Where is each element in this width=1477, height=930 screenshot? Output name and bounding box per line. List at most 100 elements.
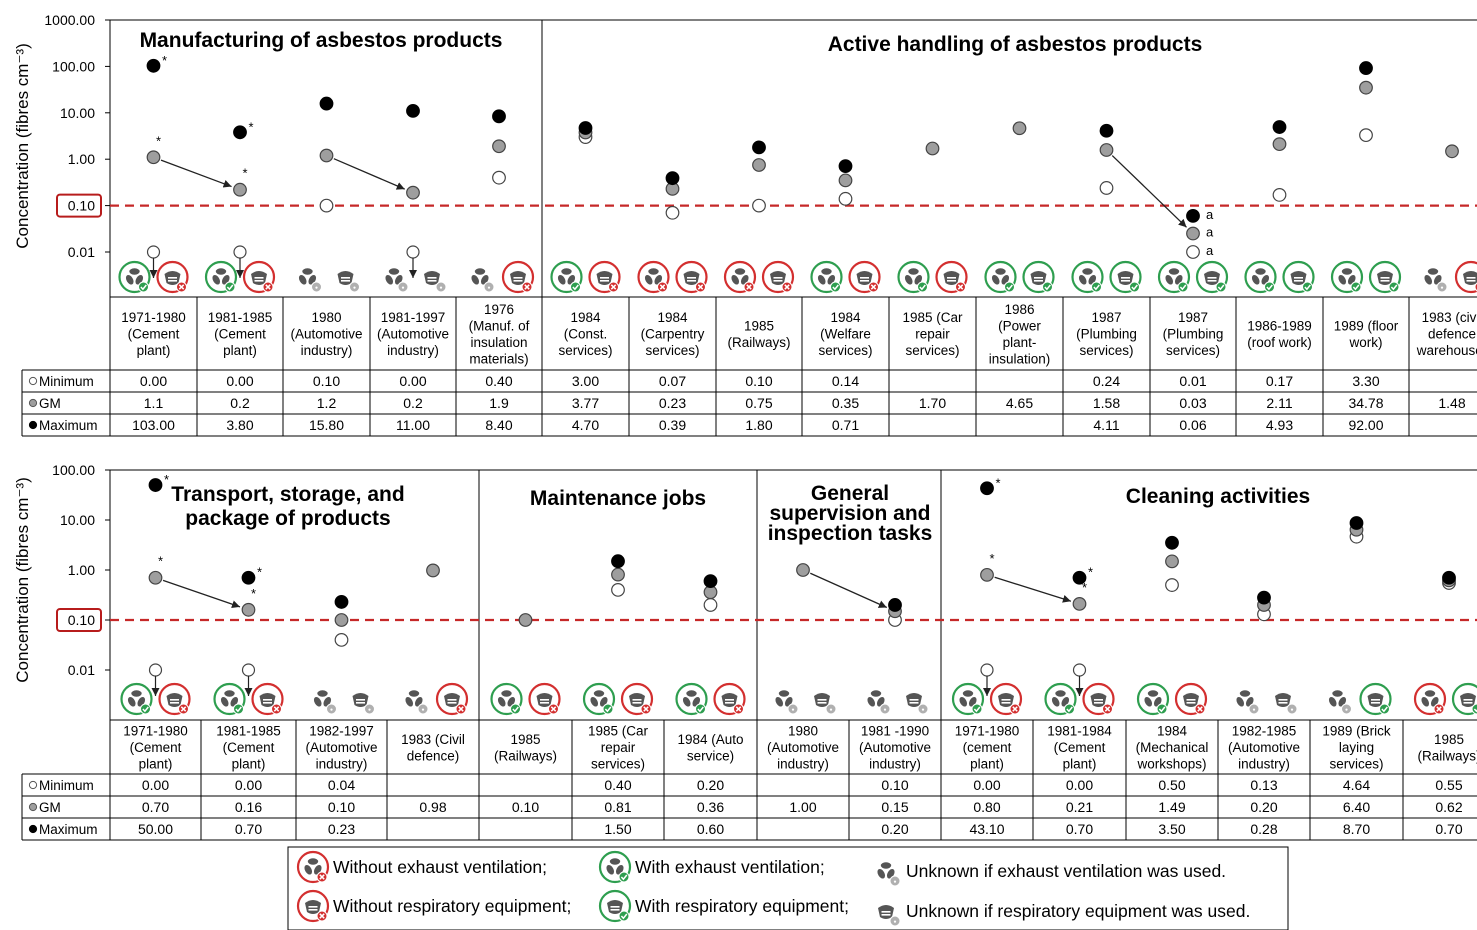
mask-icon (528, 682, 561, 716)
table-cell-min: 0.00 (140, 373, 167, 389)
y-axis-label: Concentration (fibres cm⁻³) (13, 477, 32, 682)
table-cell-max: 15.80 (309, 417, 344, 433)
category-label: services) (905, 343, 959, 358)
y-tick-label: 10.00 (60, 512, 95, 528)
gm-point (241, 602, 256, 617)
table-cell-gm: 0.2 (403, 395, 423, 411)
category-label: 1983 (civil (1422, 310, 1477, 325)
fan-icon (313, 690, 337, 715)
y-tick-label: 0.01 (68, 244, 95, 260)
table-cell-max: 0.06 (1179, 417, 1206, 433)
table-cell-max: 43.10 (969, 821, 1004, 837)
table-cell-min: 4.64 (1343, 777, 1370, 793)
y-tick-label: 100.00 (52, 58, 95, 74)
significance-letter: a (1206, 225, 1214, 240)
trend-arrow (994, 576, 1072, 603)
max-point (1272, 120, 1287, 134)
mask-icon (1359, 682, 1392, 716)
gm-point (1186, 226, 1200, 241)
legend-fan-icon (877, 862, 901, 887)
category-label: 1980 (788, 724, 818, 739)
table-cell-gm: 1.1 (144, 395, 164, 411)
table-cell-gm: 0.81 (604, 799, 631, 815)
category-label: (Plumbing (1076, 327, 1137, 342)
mask-icon (156, 260, 189, 294)
table-cell-gm: 0.15 (881, 799, 908, 815)
fan-icon (1044, 682, 1077, 716)
significance-star: * (164, 472, 169, 487)
table-cell-min: 0.40 (604, 777, 631, 793)
fan-icon (490, 682, 523, 716)
fan-icon (1330, 260, 1364, 294)
fan-icon (1328, 690, 1352, 715)
category-label: 1984 (Auto (677, 732, 743, 747)
trend-arrow (162, 579, 241, 609)
significance-letter: a (1206, 207, 1214, 222)
category-label: (Automotive (290, 327, 362, 342)
gm-point (611, 567, 625, 582)
category-label: 1984 (570, 310, 601, 325)
category-label: (Cement (128, 327, 180, 342)
category-label: 1984 (1157, 724, 1188, 739)
category-label: plant) (137, 343, 171, 358)
category-label: 1981-1985 (216, 724, 281, 739)
table-cell-max: 0.70 (235, 821, 262, 837)
max-point (578, 121, 593, 135)
category-label: warehouse) (1416, 343, 1477, 358)
category-label: 1982-1985 (1232, 724, 1297, 739)
table-cell-gm: 1.00 (789, 799, 816, 815)
fan-icon (723, 260, 757, 294)
category-label: work) (1349, 335, 1383, 350)
significance-star: * (989, 551, 994, 566)
category-label: (Mechanical (1136, 740, 1209, 755)
table-cell-min: 0.00 (1066, 777, 1093, 793)
table-cell-gm: 1.2 (317, 395, 337, 411)
y-tick-label: 1.00 (68, 151, 95, 167)
gm-point (752, 158, 766, 172)
fan-icon (1157, 260, 1191, 294)
table-cell-max: 103.00 (132, 417, 175, 433)
category-label: 1986-1989 (1247, 318, 1312, 333)
category-label: 1971-1980 (955, 724, 1020, 739)
category-label: 1971-1980 (123, 724, 188, 739)
category-label: (Welfare (820, 327, 871, 342)
row-label-gm: GM (39, 800, 61, 815)
category-label: services) (558, 343, 612, 358)
fan-icon (1136, 682, 1170, 716)
group-title: Maintenance jobs (530, 487, 706, 510)
category-label: (Cement (130, 740, 182, 755)
gm-point (518, 613, 533, 627)
gm-point (319, 148, 334, 163)
category-label: services) (818, 343, 872, 358)
max-point (492, 109, 506, 124)
category-label: (Cement (1054, 740, 1106, 755)
min-point (838, 191, 853, 206)
table-cell-min: 0.13 (1250, 777, 1277, 793)
table-cell-min: 0.10 (881, 777, 908, 793)
fan-icon (298, 268, 322, 293)
row-marker-max (28, 420, 38, 430)
table-cell-max: 92.00 (1348, 417, 1383, 433)
fan-icon (984, 260, 1017, 294)
gm-point (233, 182, 247, 197)
trend-arrow (1111, 155, 1187, 228)
mask-icon (1022, 260, 1055, 294)
legend-fan-icon (598, 850, 632, 884)
legend-text: Unknown if respiratory equipment was use… (906, 901, 1250, 921)
gm-point (146, 150, 161, 165)
max-point (752, 140, 766, 155)
min-point (1186, 245, 1200, 259)
fan-icon (385, 268, 409, 293)
category-label: 1981-1997 (381, 310, 446, 325)
table-cell-gm: 0.20 (1250, 799, 1277, 815)
legend-mask-icon (296, 889, 330, 923)
table-cell-gm: 2.11 (1266, 395, 1292, 411)
table-cell-gm: 0.75 (745, 395, 772, 411)
row-label-min: Minimum (39, 778, 94, 793)
legend-box (287, 846, 1289, 930)
min-point (611, 582, 625, 597)
table-cell-gm: 0.23 (659, 395, 686, 411)
table-cell-gm: 0.62 (1435, 799, 1462, 815)
table-cell-max: 3.80 (226, 417, 253, 433)
